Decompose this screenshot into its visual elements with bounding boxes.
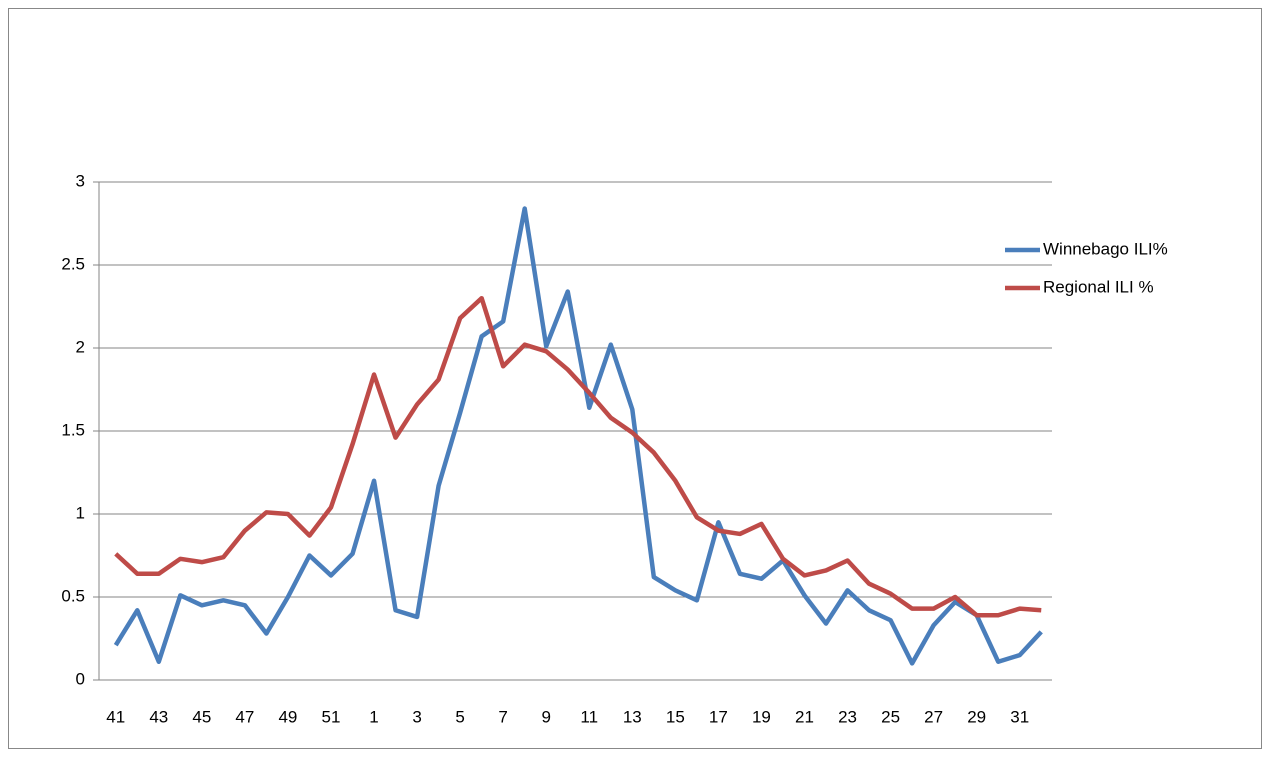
x-tick-label: 45 xyxy=(192,707,211,726)
y-tick-label: 1.5 xyxy=(61,420,85,439)
x-tick-label: 23 xyxy=(838,707,857,726)
chart-border xyxy=(8,8,1262,749)
x-tick-label: 29 xyxy=(967,707,986,726)
x-tick-label: 5 xyxy=(455,707,464,726)
x-tick-label: 47 xyxy=(235,707,254,726)
y-tick-label: 2.5 xyxy=(61,254,85,273)
y-tick-label: 2 xyxy=(76,337,85,356)
x-tick-label: 9 xyxy=(541,707,550,726)
x-tick-label: 15 xyxy=(666,707,685,726)
x-tick-label: 19 xyxy=(752,707,771,726)
x-tick-label: 25 xyxy=(881,707,900,726)
x-tick-label: 41 xyxy=(106,707,125,726)
x-tick-label: 21 xyxy=(795,707,814,726)
x-tick-label: 51 xyxy=(322,707,341,726)
legend-label: Winnebago ILI% xyxy=(1043,239,1168,258)
x-tick-label: 3 xyxy=(412,707,421,726)
y-tick-label: 0 xyxy=(76,669,85,688)
y-tick-label: 3 xyxy=(76,171,85,190)
x-tick-label: 1 xyxy=(369,707,378,726)
x-tick-label: 11 xyxy=(580,707,598,726)
x-tick-label: 7 xyxy=(498,707,507,726)
legend-label: Regional ILI % xyxy=(1043,277,1154,296)
data-line xyxy=(114,295,1042,618)
x-tick-label: 49 xyxy=(278,707,297,726)
data-line xyxy=(113,206,1043,666)
x-tick-label: 27 xyxy=(924,707,943,726)
x-tick-label: 13 xyxy=(623,707,642,726)
y-tick-label: 1 xyxy=(76,503,85,522)
x-tick-label: 31 xyxy=(1010,707,1029,726)
x-tick-label: 43 xyxy=(149,707,168,726)
y-tick-label: 0.5 xyxy=(61,586,85,605)
x-tick-label: 17 xyxy=(709,707,728,726)
